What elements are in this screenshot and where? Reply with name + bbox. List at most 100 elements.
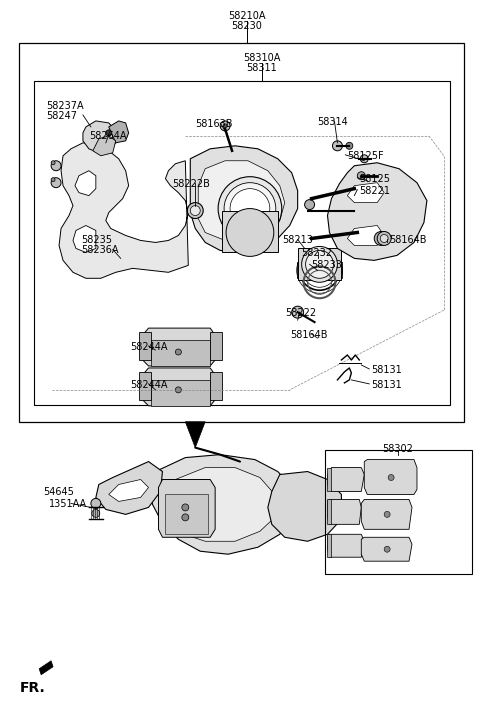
Text: 58222B: 58222B [172,179,210,189]
Text: 58125F: 58125F [348,151,384,161]
Polygon shape [139,332,151,360]
Circle shape [230,189,270,228]
Polygon shape [109,121,129,143]
Text: 58244A: 58244A [131,342,168,352]
Polygon shape [151,454,295,554]
Text: 58232: 58232 [301,248,333,258]
Polygon shape [327,535,332,557]
Polygon shape [327,499,361,525]
Polygon shape [210,372,222,400]
Text: 58230: 58230 [231,21,263,31]
Text: 58237A: 58237A [46,101,84,111]
Text: 58163B: 58163B [195,119,233,129]
Text: 58236A: 58236A [81,245,119,255]
Text: 58233: 58233 [312,260,342,270]
Circle shape [190,206,200,216]
Circle shape [357,172,365,179]
Polygon shape [327,467,332,491]
Polygon shape [348,225,384,245]
Text: 1351AA: 1351AA [49,499,87,510]
Polygon shape [190,146,298,252]
Bar [19,43,464,422]
Polygon shape [151,340,210,366]
Polygon shape [109,479,148,501]
Polygon shape [361,537,412,562]
Text: 58125: 58125 [360,174,390,184]
Circle shape [384,546,390,552]
Circle shape [91,498,101,508]
Polygon shape [139,372,151,400]
Circle shape [301,247,337,282]
Bar [34,81,450,405]
Polygon shape [83,121,116,153]
Text: 58302: 58302 [383,444,413,454]
Text: 58221: 58221 [360,186,390,196]
Circle shape [306,250,334,279]
Circle shape [218,177,282,240]
Polygon shape [96,462,162,514]
Polygon shape [166,494,208,535]
Polygon shape [185,422,205,447]
Polygon shape [59,143,188,279]
Polygon shape [348,183,384,203]
Text: 58311: 58311 [247,63,277,73]
Circle shape [51,178,61,188]
Polygon shape [93,136,116,156]
Text: 58164B: 58164B [389,235,427,245]
Polygon shape [39,661,53,675]
Polygon shape [75,171,96,196]
Circle shape [360,155,368,163]
Circle shape [377,231,391,245]
Polygon shape [143,328,215,366]
Polygon shape [298,248,341,280]
Circle shape [292,306,304,318]
Circle shape [92,509,100,518]
Text: FR.: FR. [19,681,45,695]
Text: 58164B: 58164B [290,330,327,340]
Circle shape [51,178,55,182]
Text: 58131: 58131 [371,380,402,390]
Circle shape [224,183,276,235]
Circle shape [51,161,55,164]
Polygon shape [361,499,412,530]
Polygon shape [210,332,222,360]
Circle shape [220,121,230,131]
Circle shape [333,141,342,151]
Polygon shape [143,368,215,406]
Text: 54645: 54645 [43,488,74,498]
Circle shape [226,208,274,257]
Circle shape [187,203,203,218]
Circle shape [182,504,189,511]
Circle shape [51,161,61,171]
Polygon shape [327,163,427,260]
Polygon shape [268,471,341,541]
Circle shape [182,514,189,521]
Text: 58131: 58131 [371,365,402,375]
Circle shape [384,511,390,518]
Circle shape [223,124,227,128]
Polygon shape [158,479,215,537]
Text: 58235: 58235 [81,235,112,245]
Polygon shape [151,380,210,406]
Circle shape [175,387,181,393]
Circle shape [175,349,181,355]
Text: 58247: 58247 [46,111,77,121]
Circle shape [388,474,394,481]
Circle shape [374,231,388,245]
Circle shape [106,130,112,136]
Bar [324,450,472,574]
Polygon shape [162,467,275,541]
Text: 58213: 58213 [282,235,312,245]
Polygon shape [327,467,364,491]
Text: 58222: 58222 [285,308,316,318]
Polygon shape [222,211,278,252]
Text: 58244A: 58244A [131,380,168,390]
Text: 58314: 58314 [318,117,348,127]
Polygon shape [327,499,332,525]
Text: 58210A: 58210A [228,11,266,21]
Circle shape [346,143,353,150]
Circle shape [380,235,388,242]
Polygon shape [73,225,96,252]
Circle shape [305,200,314,210]
Text: 58264A: 58264A [89,131,126,141]
